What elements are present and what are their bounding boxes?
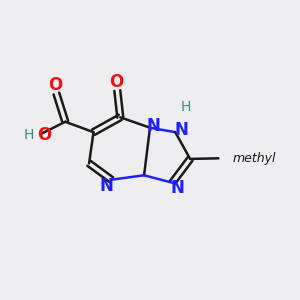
Text: methyl: methyl bbox=[232, 152, 276, 165]
Text: H: H bbox=[181, 100, 191, 114]
Text: H: H bbox=[24, 128, 34, 142]
Text: N: N bbox=[171, 179, 184, 197]
Text: O: O bbox=[38, 126, 52, 144]
Text: O: O bbox=[109, 73, 123, 91]
Text: N: N bbox=[100, 177, 114, 195]
Text: N: N bbox=[147, 117, 160, 135]
Text: O: O bbox=[48, 76, 62, 94]
Text: N: N bbox=[174, 121, 188, 139]
